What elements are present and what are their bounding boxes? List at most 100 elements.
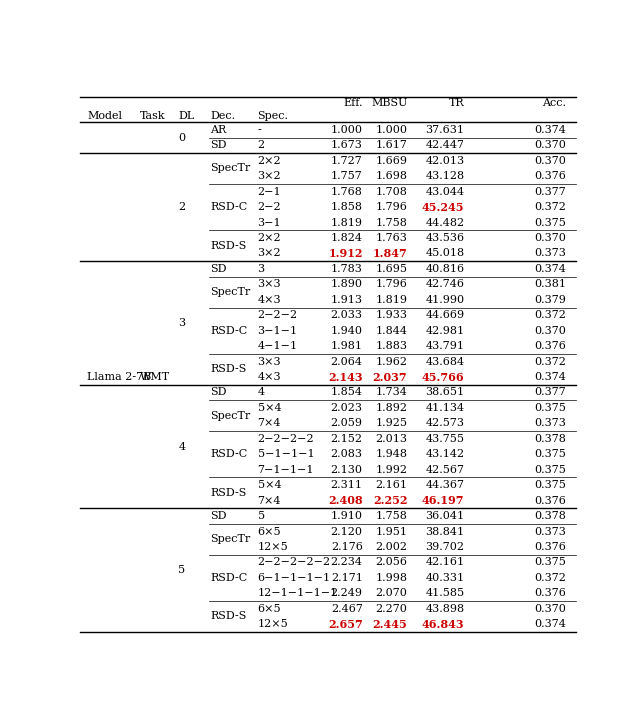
Text: 2.161: 2.161 — [375, 480, 408, 490]
Text: 1.783: 1.783 — [331, 264, 363, 274]
Text: 0.377: 0.377 — [534, 187, 566, 197]
Text: 2.445: 2.445 — [372, 618, 408, 630]
Text: 2.037: 2.037 — [372, 372, 408, 383]
Text: 1.698: 1.698 — [375, 171, 408, 181]
Text: 1.847: 1.847 — [372, 248, 408, 259]
Text: 2.467: 2.467 — [331, 603, 363, 613]
Text: 1.727: 1.727 — [331, 156, 363, 166]
Text: 4−1−1: 4−1−1 — [257, 341, 298, 351]
Text: 5×4: 5×4 — [257, 480, 281, 490]
Text: 5−1−1−1: 5−1−1−1 — [257, 449, 314, 459]
Text: 1.758: 1.758 — [376, 217, 408, 227]
Text: Model: Model — [88, 111, 122, 121]
Text: 1.617: 1.617 — [376, 140, 408, 150]
Text: RSD-S: RSD-S — [210, 365, 246, 375]
Text: 5: 5 — [178, 565, 186, 575]
Text: 1.912: 1.912 — [328, 248, 363, 259]
Text: RSD-C: RSD-C — [210, 449, 247, 459]
Text: 2.408: 2.408 — [328, 495, 363, 506]
Text: 1.669: 1.669 — [375, 156, 408, 166]
Text: 1.758: 1.758 — [376, 511, 408, 521]
Text: 2.059: 2.059 — [331, 418, 363, 428]
Text: 2×2: 2×2 — [257, 156, 281, 166]
Text: 4×3: 4×3 — [257, 295, 281, 305]
Text: 3: 3 — [257, 264, 265, 274]
Text: 4: 4 — [178, 442, 186, 452]
Text: 3×3: 3×3 — [257, 357, 281, 367]
Text: SD: SD — [210, 140, 227, 150]
Text: 0.370: 0.370 — [534, 233, 566, 243]
Text: 2.120: 2.120 — [331, 526, 363, 536]
Text: 2.130: 2.130 — [331, 465, 363, 475]
Text: 1.796: 1.796 — [376, 280, 408, 290]
Text: 2.249: 2.249 — [331, 588, 363, 598]
Text: 42.746: 42.746 — [426, 280, 465, 290]
Text: SpecTr: SpecTr — [210, 287, 250, 297]
Text: RSD-C: RSD-C — [210, 326, 247, 336]
Text: 2.171: 2.171 — [331, 573, 363, 583]
Text: 2.056: 2.056 — [375, 558, 408, 568]
Text: 2.176: 2.176 — [331, 542, 363, 552]
Text: 0.381: 0.381 — [534, 280, 566, 290]
Text: 1.992: 1.992 — [375, 465, 408, 475]
Text: 1.734: 1.734 — [376, 388, 408, 398]
Text: 1.854: 1.854 — [331, 388, 363, 398]
Text: 0.372: 0.372 — [534, 357, 566, 367]
Text: 0.375: 0.375 — [534, 449, 566, 459]
Text: 2.064: 2.064 — [331, 357, 363, 367]
Text: 39.702: 39.702 — [426, 542, 465, 552]
Text: 2.657: 2.657 — [328, 618, 363, 630]
Text: 42.161: 42.161 — [425, 558, 465, 568]
Text: MBSU: MBSU — [371, 98, 408, 108]
Text: 46.843: 46.843 — [422, 618, 465, 630]
Text: 0.373: 0.373 — [534, 248, 566, 258]
Text: RSD-C: RSD-C — [210, 573, 247, 583]
Text: 1.824: 1.824 — [331, 233, 363, 243]
Text: 2.311: 2.311 — [331, 480, 363, 490]
Text: 3: 3 — [178, 318, 186, 328]
Text: 0.375: 0.375 — [534, 217, 566, 227]
Text: 12×5: 12×5 — [257, 542, 288, 552]
Text: 0: 0 — [178, 132, 186, 142]
Text: 2.234: 2.234 — [331, 558, 363, 568]
Text: 0.373: 0.373 — [534, 418, 566, 428]
Text: 38.841: 38.841 — [425, 526, 465, 536]
Text: SD: SD — [210, 388, 227, 398]
Text: 0.370: 0.370 — [534, 603, 566, 613]
Text: 1.940: 1.940 — [331, 326, 363, 336]
Text: 3−1−1: 3−1−1 — [257, 326, 298, 336]
Text: 6×5: 6×5 — [257, 603, 281, 613]
Text: 1.913: 1.913 — [331, 295, 363, 305]
Text: 1.933: 1.933 — [375, 310, 408, 320]
Text: SpecTr: SpecTr — [210, 534, 250, 544]
Text: 5×4: 5×4 — [257, 403, 281, 413]
Text: 1.819: 1.819 — [375, 295, 408, 305]
Text: Llama 2-7B: Llama 2-7B — [88, 372, 152, 382]
Text: 1.819: 1.819 — [331, 217, 363, 227]
Text: 3−1: 3−1 — [257, 217, 281, 227]
Text: 41.585: 41.585 — [425, 588, 465, 598]
Text: 1.948: 1.948 — [375, 449, 408, 459]
Text: 0.373: 0.373 — [534, 526, 566, 536]
Text: 0.370: 0.370 — [534, 140, 566, 150]
Text: SpecTr: SpecTr — [210, 164, 250, 174]
Text: 7×4: 7×4 — [257, 495, 281, 506]
Text: 0.372: 0.372 — [534, 573, 566, 583]
Text: 40.816: 40.816 — [425, 264, 465, 274]
Text: 0.372: 0.372 — [534, 202, 566, 212]
Text: 2−2−2−2: 2−2−2−2 — [257, 434, 314, 444]
Text: 1.890: 1.890 — [331, 280, 363, 290]
Text: 2−2: 2−2 — [257, 202, 281, 212]
Text: 6×5: 6×5 — [257, 526, 281, 536]
Text: 38.651: 38.651 — [425, 388, 465, 398]
Text: 1.763: 1.763 — [376, 233, 408, 243]
Text: RSD-S: RSD-S — [210, 241, 246, 251]
Text: 45.766: 45.766 — [422, 372, 465, 383]
Text: 44.482: 44.482 — [425, 217, 465, 227]
Text: 36.041: 36.041 — [425, 511, 465, 521]
Text: 0.376: 0.376 — [534, 341, 566, 351]
Text: 2−2−2: 2−2−2 — [257, 310, 298, 320]
Text: 41.134: 41.134 — [425, 403, 465, 413]
Text: 0.374: 0.374 — [534, 264, 566, 274]
Text: 2.270: 2.270 — [376, 603, 408, 613]
